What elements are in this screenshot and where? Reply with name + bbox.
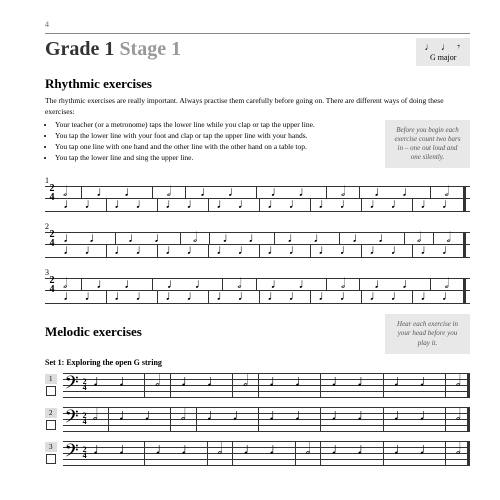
title-grade: Grade 1: [45, 38, 114, 60]
melodic-tip: Hear each exercise in your head before y…: [385, 314, 470, 353]
page-number: 4: [45, 20, 470, 29]
melodic-exercise: 3 𝄢 24 ♩♩ ♩♩ 𝅗𝅥 ♩♩ 𝅗𝅥 ♩♩ ♩♩ 𝅗𝅥: [45, 441, 470, 465]
checkbox[interactable]: [46, 386, 56, 396]
rhythmic-bullets: Your teacher (or a metronome) taps the l…: [45, 120, 375, 168]
rhythmic-content: Your teacher (or a metronome) taps the l…: [45, 120, 470, 168]
key-label: G major: [424, 53, 462, 62]
bass-clef-icon: 𝄢: [65, 374, 79, 396]
key-box: ♩ ♩ 𝄾 G major: [416, 38, 470, 66]
bullet-item: You tap the lower line with your foot an…: [55, 131, 375, 141]
bass-clef-icon: 𝄢: [65, 442, 79, 464]
bullet-item: Your teacher (or a metronome) taps the l…: [55, 120, 375, 130]
melodic-set-label: Set 1: Exploring the open G string: [45, 358, 470, 367]
checkbox[interactable]: [46, 420, 56, 430]
rhythm-exercise: 3 24 𝅗𝅥 ♩♩ ♩♩ 𝅗𝅥 ♩♩ 𝅗𝅥 ♩♩ 𝅗𝅥 ♩♩ ♩♩ ♩♩ ♩♩: [45, 268, 470, 304]
time-signature: 24: [45, 184, 59, 202]
rhythmic-heading: Rhythmic exercises: [45, 76, 470, 92]
checkbox[interactable]: [46, 454, 56, 464]
rhythm-exercise: 1 24 𝅗𝅥 ♩♩ 𝅗𝅥 ♩♩ ♩♩ 𝅗𝅥 ♩♩ 𝅗𝅥 ♩♩ ♩♩ ♩♩ ♩♩: [45, 176, 470, 212]
page: 4 Grade 1 Stage 1 ♩ ♩ 𝄾 G major Rhythmic…: [0, 0, 500, 485]
exercise-label-box: 1: [45, 374, 57, 396]
bass-clef-icon: 𝄢: [65, 408, 79, 430]
bullet-item: You tap the lower line and sing the uppe…: [55, 153, 375, 163]
notes: ♩♩ 𝅗𝅥 ♩♩ 𝅗𝅥 ♩♩ ♩♩ ♩♩ 𝅗𝅥: [87, 373, 467, 397]
header: Grade 1 Stage 1 ♩ ♩ 𝄾 G major: [45, 33, 470, 66]
page-title: Grade 1 Stage 1: [45, 38, 181, 61]
melodic-exercise: 2 𝄢 24 𝅗𝅥 ♩♩ 𝅗𝅥 ♩♩ ♩♩ ♩♩ ♩♩ 𝅗𝅥: [45, 407, 470, 431]
bullet-item: You tap one line with one hand and the o…: [55, 142, 375, 152]
melodic-exercise: 1 𝄢 24 ♩♩ 𝅗𝅥 ♩♩ 𝅗𝅥 ♩♩ ♩♩ ♩♩ 𝅗𝅥: [45, 373, 470, 397]
rhythm-staff-lower: ♩♩ ♩♩ ♩♩ ♩♩ ♩♩ ♩♩ ♩♩ ♩♩: [45, 199, 470, 212]
title-stage: Stage 1: [119, 38, 181, 60]
key-notes: ♩ ♩ 𝄾: [424, 42, 462, 53]
melodic-heading: Melodic exercises: [45, 324, 142, 340]
exercise-number: 1: [45, 374, 57, 384]
rhythmic-tip: Before you begin each exercise count two…: [385, 120, 470, 168]
music-staff: 𝄢 24 ♩♩ 𝅗𝅥 ♩♩ 𝅗𝅥 ♩♩ ♩♩ ♩♩ 𝅗𝅥: [63, 373, 471, 397]
rhythmic-intro: The rhythmic exercises are really import…: [45, 96, 470, 117]
end-barline: [467, 373, 470, 397]
melodic-header: Melodic exercises Hear each exercise in …: [45, 314, 470, 353]
rhythm-exercise: 2 24 ♩♩ ♩♩ 𝅗𝅥 ♩♩ ♩♩ ♩♩ 𝅗𝅥 𝅗𝅥 ♩♩ ♩♩ ♩♩ ♩♩: [45, 222, 470, 258]
